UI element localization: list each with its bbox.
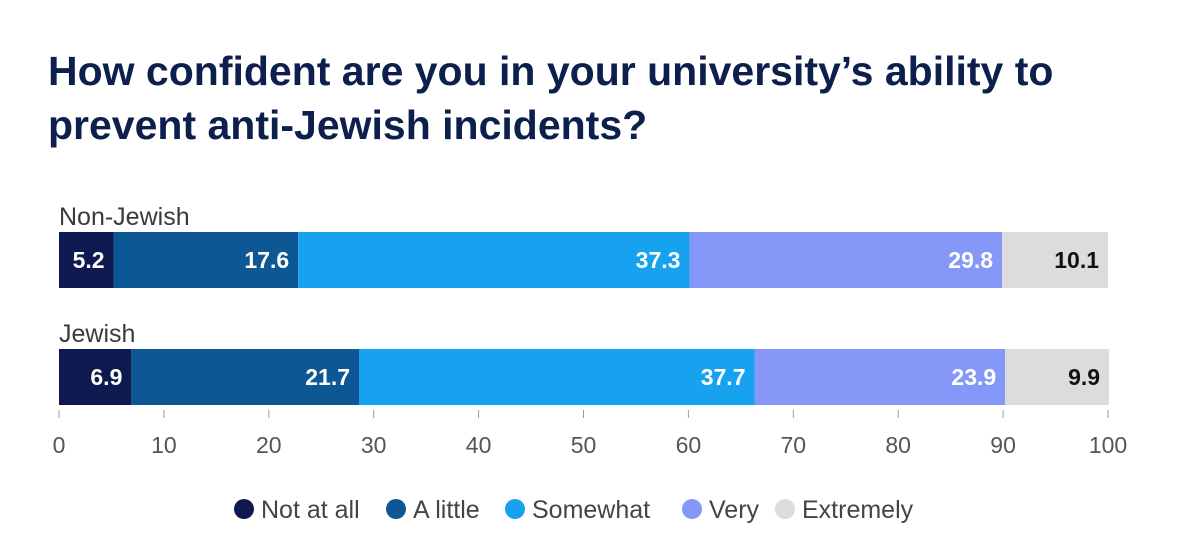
legend-label-a-little: A little	[413, 496, 480, 524]
data-label-non-jewish-a-little: 17.6	[244, 247, 289, 273]
legend-label-not-at-all: Not at all	[261, 496, 360, 524]
x-tick-label: 90	[990, 432, 1016, 458]
bar-segment-jewish-not-at-all	[59, 349, 132, 405]
bar-segment-non-jewish-extremely	[1002, 232, 1108, 288]
x-tick-label: 20	[256, 432, 282, 458]
data-label-jewish-a-little: 21.7	[305, 364, 350, 390]
data-label-non-jewish-somewhat: 37.3	[636, 247, 681, 273]
bar-segment-jewish-a-little	[131, 349, 360, 405]
data-label-non-jewish-not-at-all: 5.2	[73, 247, 105, 273]
legend-swatch-very	[682, 499, 702, 519]
chart-title: How confident are you in your university…	[48, 48, 1054, 148]
x-tick-label: 100	[1089, 432, 1127, 458]
bar-segment-jewish-extremely	[1005, 349, 1110, 405]
data-label-jewish-somewhat: 37.7	[701, 364, 746, 390]
legend-label-extremely: Extremely	[802, 496, 914, 524]
data-label-jewish-not-at-all: 6.9	[90, 364, 122, 390]
bar-segment-jewish-somewhat	[359, 349, 755, 405]
x-tick-label: 70	[781, 432, 807, 458]
data-label-non-jewish-extremely: 10.1	[1054, 247, 1099, 273]
x-tick-label: 50	[571, 432, 597, 458]
bar-segment-non-jewish-very	[689, 232, 1003, 288]
x-tick-label: 80	[885, 432, 911, 458]
row-label-jewish: Jewish	[59, 320, 135, 348]
legend-swatch-extremely	[775, 499, 795, 519]
legend-swatch-a-little	[386, 499, 406, 519]
x-tick-label: 40	[466, 432, 492, 458]
x-tick-label: 30	[361, 432, 387, 458]
legend-swatch-not-at-all	[234, 499, 254, 519]
data-label-jewish-extremely: 9.9	[1068, 364, 1100, 390]
legend-label-very: Very	[709, 496, 760, 524]
x-tick-label: 60	[676, 432, 702, 458]
bar-segment-jewish-very	[754, 349, 1006, 405]
legend-swatch-somewhat	[505, 499, 525, 519]
bar-segment-non-jewish-somewhat	[298, 232, 690, 288]
bar-segment-non-jewish-a-little	[113, 232, 299, 288]
x-tick-label: 0	[53, 432, 66, 458]
data-label-non-jewish-very: 29.8	[948, 247, 993, 273]
data-label-jewish-very: 23.9	[951, 364, 996, 390]
bar-segment-non-jewish-not-at-all	[59, 232, 114, 288]
x-tick-label: 10	[151, 432, 177, 458]
legend-label-somewhat: Somewhat	[532, 496, 650, 524]
row-label-non-jewish: Non-Jewish	[59, 203, 190, 231]
